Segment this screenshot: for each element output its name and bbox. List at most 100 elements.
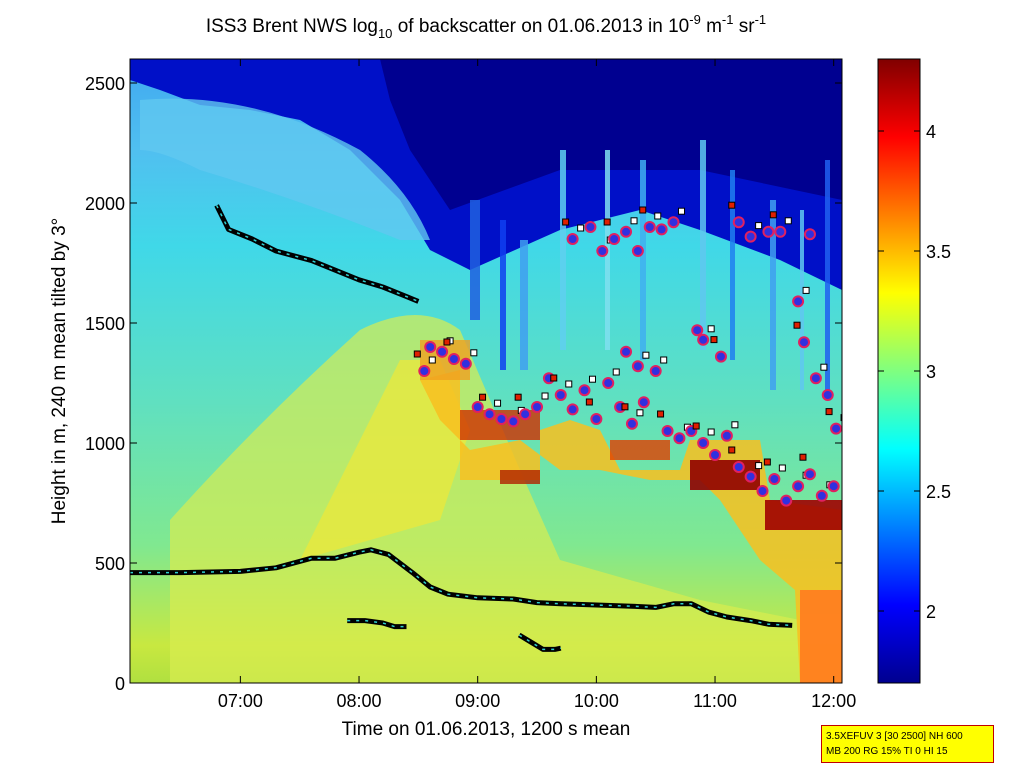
cloud-marker: [418, 365, 431, 377]
cloud-marker-square: [565, 380, 573, 388]
cloud-marker-square: [802, 286, 810, 294]
cloud-marker: [566, 403, 579, 416]
low-layer-line-1-highlight: [347, 619, 407, 628]
y-tick-label: 2500: [85, 74, 125, 94]
cloud-marker: [643, 221, 656, 233]
cloud-marker-square: [636, 409, 644, 417]
cloud-marker: [531, 401, 544, 413]
cloud-marker-square: [660, 356, 668, 364]
cloud-marker-red-square: [550, 374, 558, 382]
cloud-marker: [554, 389, 567, 401]
colorbar-tick-label: 2.5: [926, 482, 951, 502]
x-tick-label: 11:00: [693, 691, 737, 711]
cloud-marker: [720, 429, 733, 442]
cloud-marker: [483, 408, 496, 421]
cloud-marker: [803, 468, 816, 481]
low-layer-line-2-highlight: [518, 634, 561, 651]
cloud-marker: [602, 377, 615, 389]
cloud-marker-square: [630, 217, 638, 225]
colorbar-tick-label: 3.5: [926, 242, 951, 262]
y-tick-label: 1500: [85, 314, 125, 334]
cloud-marker-square: [612, 368, 620, 376]
cloud-marker: [519, 408, 532, 421]
cloud-marker: [792, 295, 805, 308]
cloud-marker: [631, 360, 644, 373]
mixing-layer-line-highlight: [130, 549, 793, 627]
colorbar-tick-label: 4: [926, 122, 936, 142]
cloud-marker: [436, 345, 449, 358]
cloud-marker-square: [470, 349, 478, 357]
cloud-marker-square: [577, 224, 585, 232]
y-tick-label: 2000: [85, 194, 125, 214]
cloud-marker: [459, 357, 472, 370]
cloud-marker: [762, 225, 775, 238]
backscatter-field: [130, 59, 842, 683]
colorbar: [877, 58, 921, 684]
y-axis-label: Height in m, 240 m mean tilted by 3°: [49, 218, 70, 524]
cloud-marker-square: [820, 363, 828, 371]
cloud-marker-red-square: [692, 422, 700, 430]
y-tick-label: 1000: [85, 434, 125, 454]
x-axis-label: Time on 01.06.2013, 1200 s mean: [342, 719, 631, 740]
cloud-marker: [809, 372, 822, 385]
info-line-1: 3.5XEFUV 3 [30 2500] NH 600: [826, 731, 963, 742]
cloud-marker-square: [755, 462, 763, 470]
cloud-marker-red-square: [443, 338, 451, 346]
cloud-marker: [827, 480, 840, 493]
cloud-marker-square: [588, 375, 596, 383]
cloud-marker: [673, 432, 686, 445]
cloud-marker: [798, 336, 811, 349]
cloud-marker-red-square: [639, 206, 647, 214]
cloud-marker-square: [755, 222, 763, 230]
x-tick-label: 08:00: [337, 691, 382, 711]
cloud-marker: [631, 245, 644, 257]
cloud-marker-square: [654, 212, 662, 220]
cloud-marker: [732, 461, 745, 473]
cloud-marker-square: [642, 351, 650, 359]
cloud-marker-red-square: [769, 211, 777, 219]
cloud-marker-red-square: [603, 218, 611, 226]
y-tick-label: 500: [95, 554, 125, 574]
cloud-marker: [661, 425, 674, 437]
cloud-marker: [625, 417, 638, 430]
cloud-marker-red-square: [657, 410, 665, 418]
cloud-marker-square: [778, 464, 786, 472]
cloud-marker-red-square: [728, 446, 736, 454]
cloud-marker-square: [731, 421, 739, 429]
cloud-marker-red-square: [562, 218, 570, 226]
cloud-marker: [566, 233, 579, 245]
x-tick-label: 09:00: [455, 691, 500, 711]
y-tick-label: 0: [115, 674, 125, 694]
cloud-marker-square: [677, 207, 685, 215]
colorbar-ticks: 2 2.5 3 3.5 4: [878, 122, 951, 622]
cloud-marker: [667, 216, 680, 229]
cloud-marker: [578, 384, 591, 397]
cloud-marker: [620, 345, 633, 358]
x-tick-label: 07:00: [218, 691, 263, 711]
cloud-marker: [637, 396, 650, 409]
plot-frame: [129, 58, 843, 684]
cloud-marker: [649, 365, 662, 377]
cloud-marker: [792, 480, 805, 493]
layer-lines: [130, 204, 793, 652]
cloud-marker-red-square: [793, 321, 801, 329]
cloud-marker-red-square: [479, 393, 487, 401]
cloud-marker-square: [541, 392, 549, 400]
cloud-marker-red-square: [728, 201, 736, 209]
cloud-marker: [507, 415, 520, 428]
cloud-marker-square: [428, 356, 436, 364]
cloud-marker: [714, 350, 727, 363]
cloud-marker-square: [784, 217, 792, 225]
cloud-marker-red-square: [825, 408, 833, 416]
cloud-marker: [495, 413, 508, 425]
x-tick-label: 10:00: [574, 691, 619, 711]
cloud-marker-red-square: [413, 350, 421, 358]
cloud-marker: [620, 225, 633, 238]
cloud-marker-square: [494, 399, 502, 407]
cloud-marker-red-square: [763, 458, 771, 466]
chart-title: ISS3 Brent NWS log10 of backscatter on 0…: [206, 12, 766, 41]
cloud-marker-red-square: [710, 336, 718, 344]
cloud-marker-red-square: [514, 393, 522, 401]
cloud-marker-red-square: [799, 453, 807, 461]
